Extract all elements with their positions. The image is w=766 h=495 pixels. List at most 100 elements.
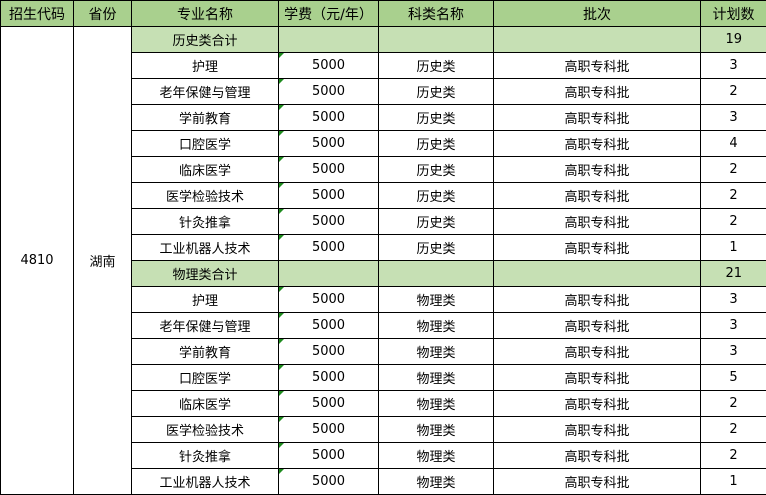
empty-cell[interactable] xyxy=(493,260,701,287)
major-name-cell[interactable]: 护理 xyxy=(131,286,279,313)
subject-category-cell[interactable]: 物理类 xyxy=(378,442,494,469)
plan-count-cell[interactable]: 5 xyxy=(700,364,766,391)
subject-category-cell[interactable]: 历史类 xyxy=(378,130,494,157)
batch-cell[interactable]: 高职专科批 xyxy=(493,234,701,261)
table-row: 口腔医学 5000 物理类 高职专科批 5 xyxy=(1,364,766,391)
subtotal-label[interactable]: 历史类合计 xyxy=(131,26,279,53)
column-header[interactable]: 省份 xyxy=(73,0,132,27)
batch-cell[interactable]: 高职专科批 xyxy=(493,52,701,79)
tuition-fee-cell[interactable]: 5000 xyxy=(278,416,379,443)
subject-category-cell[interactable]: 物理类 xyxy=(378,312,494,339)
batch-cell[interactable]: 高职专科批 xyxy=(493,416,701,443)
subject-category-cell[interactable]: 历史类 xyxy=(378,234,494,261)
batch-cell[interactable]: 高职专科批 xyxy=(493,312,701,339)
column-header[interactable]: 计划数 xyxy=(700,0,766,27)
batch-cell[interactable]: 高职专科批 xyxy=(493,286,701,313)
tuition-fee-cell[interactable]: 5000 xyxy=(278,364,379,391)
tuition-fee-cell[interactable]: 5000 xyxy=(278,468,379,495)
tuition-fee-cell[interactable]: 5000 xyxy=(278,130,379,157)
major-name-cell[interactable]: 临床医学 xyxy=(131,390,279,417)
admission-code-cell[interactable]: 4810 xyxy=(0,26,74,495)
tuition-fee-cell[interactable]: 5000 xyxy=(278,182,379,209)
province-cell[interactable]: 湖南 xyxy=(73,26,132,495)
column-header[interactable]: 批次 xyxy=(493,0,701,27)
major-name-cell[interactable]: 口腔医学 xyxy=(131,130,279,157)
major-name-cell[interactable]: 工业机器人技术 xyxy=(131,468,279,495)
major-name-cell[interactable]: 临床医学 xyxy=(131,156,279,183)
batch-cell[interactable]: 高职专科批 xyxy=(493,364,701,391)
tuition-fee-cell[interactable]: 5000 xyxy=(278,286,379,313)
plan-count-cell[interactable]: 3 xyxy=(700,338,766,365)
batch-cell[interactable]: 高职专科批 xyxy=(493,442,701,469)
subject-category-cell[interactable]: 历史类 xyxy=(378,104,494,131)
major-name-cell[interactable]: 针灸推拿 xyxy=(131,208,279,235)
plan-count-cell[interactable]: 2 xyxy=(700,416,766,443)
tuition-fee-cell[interactable]: 5000 xyxy=(278,390,379,417)
plan-count-cell[interactable]: 1 xyxy=(700,468,766,495)
major-name-cell[interactable]: 学前教育 xyxy=(131,104,279,131)
plan-count-cell[interactable]: 3 xyxy=(700,104,766,131)
subtotal-count[interactable]: 19 xyxy=(700,26,766,53)
column-header[interactable]: 学费（元/年） xyxy=(278,0,379,27)
major-name-cell[interactable]: 护理 xyxy=(131,52,279,79)
major-name-cell[interactable]: 口腔医学 xyxy=(131,364,279,391)
major-name-cell[interactable]: 老年保健与管理 xyxy=(131,78,279,105)
major-name-cell[interactable]: 老年保健与管理 xyxy=(131,312,279,339)
major-name-cell[interactable]: 医学检验技术 xyxy=(131,416,279,443)
plan-count-cell[interactable]: 3 xyxy=(700,286,766,313)
plan-count-cell[interactable]: 2 xyxy=(700,156,766,183)
column-header[interactable]: 科类名称 xyxy=(378,0,494,27)
major-name-cell[interactable]: 针灸推拿 xyxy=(131,442,279,469)
tuition-fee-cell[interactable]: 5000 xyxy=(278,312,379,339)
empty-cell[interactable] xyxy=(378,260,494,287)
subject-category-cell[interactable]: 历史类 xyxy=(378,52,494,79)
plan-count-cell[interactable]: 4 xyxy=(700,130,766,157)
subject-category-cell[interactable]: 物理类 xyxy=(378,286,494,313)
tuition-fee-cell[interactable]: 5000 xyxy=(278,208,379,235)
subtotal-label[interactable]: 物理类合计 xyxy=(131,260,279,287)
tuition-fee-cell[interactable]: 5000 xyxy=(278,104,379,131)
plan-count-cell[interactable]: 2 xyxy=(700,208,766,235)
batch-cell[interactable]: 高职专科批 xyxy=(493,208,701,235)
batch-cell[interactable]: 高职专科批 xyxy=(493,182,701,209)
subject-category-cell[interactable]: 物理类 xyxy=(378,364,494,391)
batch-cell[interactable]: 高职专科批 xyxy=(493,390,701,417)
plan-count-cell[interactable]: 2 xyxy=(700,78,766,105)
subtotal-count[interactable]: 21 xyxy=(700,260,766,287)
tuition-fee-cell[interactable]: 5000 xyxy=(278,442,379,469)
plan-count-cell[interactable]: 2 xyxy=(700,442,766,469)
tuition-fee-cell[interactable]: 5000 xyxy=(278,78,379,105)
batch-cell[interactable]: 高职专科批 xyxy=(493,156,701,183)
column-header[interactable]: 招生代码 xyxy=(0,0,74,27)
subject-category-cell[interactable]: 历史类 xyxy=(378,156,494,183)
subject-category-cell[interactable]: 历史类 xyxy=(378,78,494,105)
tuition-fee-cell[interactable]: 5000 xyxy=(278,156,379,183)
subject-category-cell[interactable]: 物理类 xyxy=(378,390,494,417)
plan-count-cell[interactable]: 3 xyxy=(700,52,766,79)
tuition-fee-cell[interactable]: 5000 xyxy=(278,234,379,261)
subject-category-cell[interactable]: 物理类 xyxy=(378,338,494,365)
plan-count-cell[interactable]: 2 xyxy=(700,390,766,417)
batch-cell[interactable]: 高职专科批 xyxy=(493,104,701,131)
major-name-cell[interactable]: 医学检验技术 xyxy=(131,182,279,209)
batch-cell[interactable]: 高职专科批 xyxy=(493,130,701,157)
tuition-fee-cell[interactable]: 5000 xyxy=(278,338,379,365)
subject-category-cell[interactable]: 物理类 xyxy=(378,416,494,443)
plan-count-cell[interactable]: 1 xyxy=(700,234,766,261)
major-name-cell[interactable]: 工业机器人技术 xyxy=(131,234,279,261)
batch-cell[interactable]: 高职专科批 xyxy=(493,338,701,365)
batch-cell[interactable]: 高职专科批 xyxy=(493,468,701,495)
empty-cell[interactable] xyxy=(278,26,379,53)
empty-cell[interactable] xyxy=(278,260,379,287)
plan-count-cell[interactable]: 3 xyxy=(700,312,766,339)
subject-category-cell[interactable]: 历史类 xyxy=(378,208,494,235)
batch-cell[interactable]: 高职专科批 xyxy=(493,78,701,105)
empty-cell[interactable] xyxy=(378,26,494,53)
column-header[interactable]: 专业名称 xyxy=(131,0,279,27)
tuition-fee-cell[interactable]: 5000 xyxy=(278,52,379,79)
major-name-cell[interactable]: 学前教育 xyxy=(131,338,279,365)
subject-category-cell[interactable]: 历史类 xyxy=(378,182,494,209)
plan-count-cell[interactable]: 2 xyxy=(700,182,766,209)
empty-cell[interactable] xyxy=(493,26,701,53)
subject-category-cell[interactable]: 物理类 xyxy=(378,468,494,495)
